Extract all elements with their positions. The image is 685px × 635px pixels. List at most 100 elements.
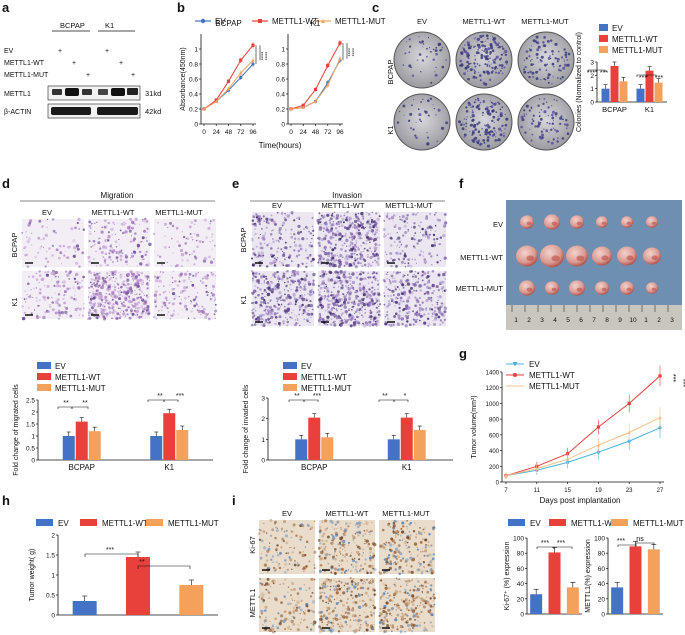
cell: [126, 281, 128, 283]
colony: [472, 75, 476, 79]
cell: [262, 215, 265, 218]
cell: [125, 286, 128, 289]
cell: [331, 555, 335, 559]
cell: [278, 226, 282, 231]
cell: [349, 222, 351, 224]
cell: [268, 242, 270, 245]
cell: [255, 279, 259, 283]
cell: [398, 306, 401, 310]
colony: [491, 49, 495, 52]
cell: [35, 272, 38, 275]
cell: [111, 247, 113, 249]
cell: [294, 243, 298, 248]
cell: [148, 279, 151, 282]
colony: [471, 118, 475, 122]
cell: [419, 562, 422, 566]
cell: [395, 251, 398, 255]
cell: [319, 597, 322, 599]
c-row-k1: K1: [386, 125, 395, 134]
cell: [343, 270, 347, 273]
cell: [359, 237, 362, 240]
colony: [561, 137, 565, 140]
cell: [369, 559, 372, 562]
cell: [373, 554, 376, 557]
cell: [129, 286, 133, 290]
cell: [310, 595, 312, 598]
cell: [106, 272, 109, 275]
cell: [388, 554, 391, 557]
cell: [428, 533, 431, 536]
cell: [385, 561, 387, 563]
cell: [114, 280, 116, 283]
cell: [258, 528, 261, 531]
cell: [330, 242, 333, 245]
cell: [113, 283, 116, 286]
cell: [318, 293, 321, 296]
cell: [263, 280, 265, 282]
cell: [403, 290, 406, 294]
cell: [254, 275, 257, 278]
cell: [297, 318, 299, 320]
colony: [545, 69, 548, 72]
cell: [370, 264, 373, 267]
cell: [344, 310, 348, 314]
cell: [336, 271, 339, 274]
colony: [478, 130, 480, 133]
colony: [550, 39, 553, 42]
cell: [342, 532, 345, 535]
cell: [291, 597, 293, 600]
cell: [422, 604, 424, 606]
cell: [422, 562, 425, 564]
cell: [136, 296, 140, 300]
cell: [411, 630, 413, 633]
cell: [362, 569, 365, 571]
y-tick-label: 0: [194, 122, 198, 129]
cell: [318, 630, 322, 634]
cell: [322, 542, 326, 546]
colony: [547, 73, 551, 77]
colony: [436, 140, 438, 142]
cell: [397, 550, 401, 554]
cell: [127, 306, 130, 309]
cell: [407, 264, 410, 267]
cell: [114, 315, 116, 317]
cell: [343, 295, 347, 299]
cell: [62, 245, 65, 248]
cell: [93, 282, 96, 285]
cell: [412, 603, 415, 606]
cell: [35, 299, 39, 302]
colony: [475, 76, 478, 79]
cell: [429, 612, 431, 614]
cell: [370, 564, 374, 568]
cell: [135, 286, 138, 289]
cell: [171, 302, 175, 306]
cell: [308, 293, 311, 295]
cell: [276, 551, 278, 554]
cell: [419, 314, 423, 318]
cell: [407, 570, 411, 574]
cell: [122, 290, 126, 294]
tumor-vessel: [576, 255, 585, 261]
cell: [89, 312, 92, 314]
cell: [97, 305, 100, 307]
cell: [251, 219, 254, 222]
cell: [142, 307, 146, 311]
cell: [394, 286, 396, 288]
cell: [298, 282, 300, 284]
cell: [109, 270, 111, 273]
cell: [424, 230, 428, 234]
cell: [137, 301, 140, 304]
colony: [420, 71, 422, 73]
cell: [286, 256, 288, 259]
cell: [399, 630, 403, 634]
cell: [318, 254, 322, 258]
cell: [430, 568, 433, 571]
cell: [261, 612, 263, 615]
cell: [335, 217, 339, 220]
cell: [321, 519, 324, 523]
cell: [38, 219, 42, 223]
colony: [482, 34, 485, 37]
cell: [414, 232, 417, 235]
cell: [209, 220, 212, 223]
